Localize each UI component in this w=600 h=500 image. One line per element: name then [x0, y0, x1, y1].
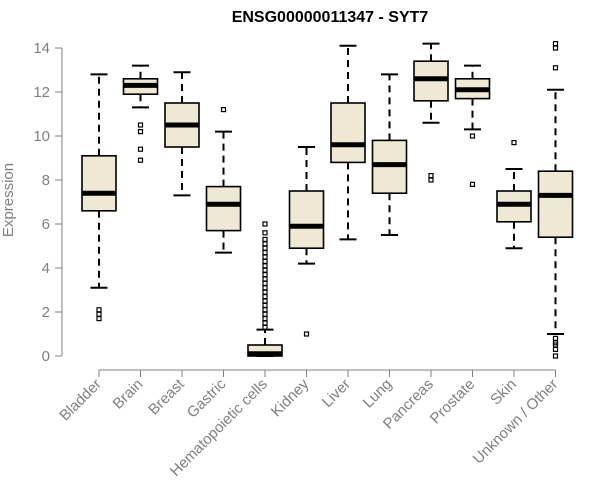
outlier-point	[96, 307, 102, 313]
y-axis-label: Expression	[0, 163, 17, 237]
outlier-point	[262, 258, 268, 264]
y-tick-label: 6	[42, 216, 50, 233]
x-tick-label: Brain	[110, 376, 147, 413]
outlier-point	[137, 129, 144, 135]
box-group	[537, 40, 574, 359]
outlier-point	[262, 320, 268, 326]
box-group	[371, 73, 408, 236]
y-tick-label: 8	[42, 172, 50, 189]
outlier-point	[262, 263, 268, 269]
outlier-point	[137, 146, 144, 152]
outlier-point	[262, 280, 268, 286]
chart-title: ENSG00000011347 - SYT7	[232, 9, 429, 26]
y-tick-label: 0	[42, 348, 50, 365]
outlier-point	[262, 250, 268, 256]
box-group	[288, 146, 325, 337]
outlier-point	[262, 298, 268, 304]
outlier-point	[262, 316, 268, 322]
outlier-point	[262, 241, 268, 247]
outlier-point	[262, 276, 268, 282]
y-tick-label: 12	[33, 84, 50, 101]
box-group	[496, 140, 532, 250]
outlier-point	[469, 181, 476, 187]
outlier-point	[262, 230, 268, 236]
outlier-point	[262, 245, 268, 251]
box-group	[205, 106, 242, 254]
outlier-point	[220, 106, 227, 113]
outlier-point	[96, 316, 102, 322]
x-tick-label: Skin	[487, 376, 520, 409]
outlier-point	[552, 40, 559, 47]
x-tick-label: Bladder	[56, 376, 105, 425]
outlier-point	[262, 272, 268, 278]
outlier-point	[428, 173, 434, 179]
x-tick-label: Kidney	[268, 375, 313, 420]
box-iqr	[288, 190, 325, 250]
outlier-point	[262, 267, 268, 273]
outlier-point	[428, 177, 434, 183]
box-iqr	[537, 170, 574, 238]
outlier-point	[262, 285, 268, 291]
box-group	[81, 73, 117, 322]
y-tick-label: 2	[42, 304, 50, 321]
x-tick-label: Lung	[360, 376, 396, 412]
x-tick-label: Breast	[145, 375, 188, 418]
outlier-point	[96, 311, 102, 317]
y-tick-label: 14	[33, 40, 50, 57]
x-tick-label: Prostate	[427, 376, 479, 428]
outlier-point	[262, 236, 268, 242]
outlier-point	[262, 302, 268, 308]
outlier-point	[552, 346, 559, 352]
box-group	[122, 64, 159, 163]
y-tick-label: 10	[33, 128, 50, 145]
box-group	[330, 44, 366, 241]
outlier-point	[552, 45, 559, 51]
outlier-point	[262, 221, 268, 227]
outlier-point	[262, 307, 268, 313]
box-group	[454, 64, 491, 187]
box-group	[164, 71, 200, 197]
outlier-point	[511, 140, 517, 146]
outlier-point	[552, 65, 559, 71]
box-group	[413, 42, 449, 183]
y-tick-label: 4	[42, 260, 50, 277]
box-series	[81, 40, 574, 359]
box-iqr	[205, 185, 242, 232]
outlier-point	[552, 353, 559, 359]
outlier-point	[137, 157, 144, 163]
y-axis: 0 2 4 6 8 10 12 14	[33, 40, 63, 365]
outlier-point	[552, 335, 559, 341]
box-group	[247, 221, 283, 357]
box-iqr	[81, 155, 117, 212]
outlier-point	[469, 133, 476, 139]
outlier-point	[303, 331, 310, 337]
outlier-point	[262, 294, 268, 300]
outlier-point	[262, 289, 268, 295]
outlier-point	[137, 122, 144, 128]
box-iqr	[330, 102, 366, 164]
x-tick-label: Liver	[319, 376, 354, 411]
outlier-point	[262, 311, 268, 317]
outlier-point	[262, 254, 268, 260]
